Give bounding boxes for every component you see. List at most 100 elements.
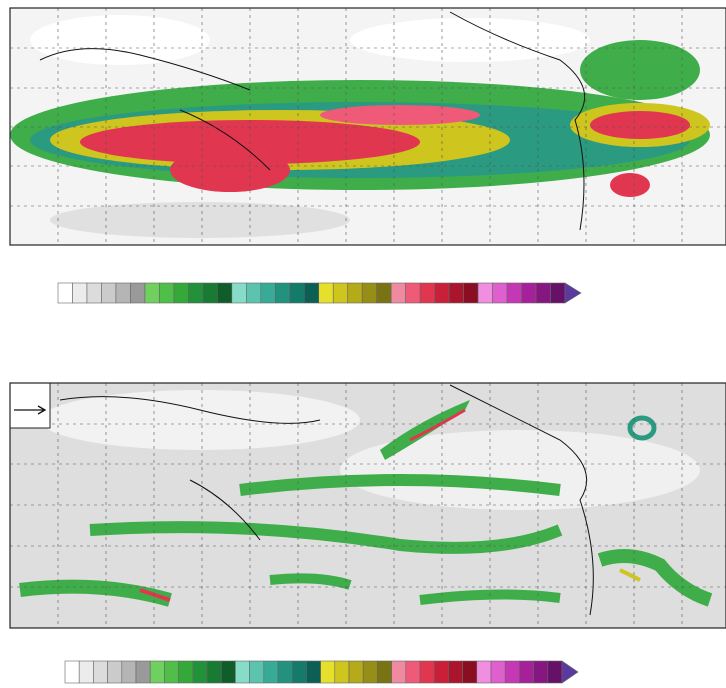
colorbar-swatch <box>231 282 247 304</box>
colorbar-swatch <box>57 282 73 304</box>
colorbar-swatch <box>362 660 378 684</box>
colorbar-swatch <box>260 282 276 304</box>
colorbar-swatch <box>101 282 117 304</box>
colorbar-swatch <box>246 282 262 304</box>
grid <box>10 8 726 245</box>
colorbar-swatch <box>405 282 421 304</box>
band-red <box>590 111 690 139</box>
colorbar-swatch <box>476 660 492 684</box>
streak-green <box>597 549 713 607</box>
colorbar-swatch <box>115 282 131 304</box>
colorbar-swatch <box>390 282 406 304</box>
colorbar-swatch <box>173 282 189 304</box>
streak-yellow <box>619 568 641 582</box>
grid <box>10 383 726 628</box>
colorbar-swatch <box>419 660 435 684</box>
colorbar-arrow <box>561 660 579 684</box>
colorbar-swatch <box>206 660 222 684</box>
colorbar-swatch <box>263 660 279 684</box>
colorbar-swatch <box>289 282 305 304</box>
colorbar-swatch <box>433 660 449 684</box>
colorbar-swatch <box>93 660 108 684</box>
colorbar-swatch <box>490 660 506 684</box>
colorbar-swatch <box>149 660 165 684</box>
band-green <box>580 40 700 100</box>
colorbar-swatch <box>434 282 450 304</box>
colorbar-swatch <box>306 660 321 684</box>
colorbar-swatch <box>202 282 218 304</box>
colorbar-swatch <box>144 282 160 304</box>
colorbar-swatch <box>521 282 537 304</box>
colorbar-swatch <box>376 282 392 304</box>
band-red <box>610 173 650 197</box>
colorbar-swatch <box>391 660 407 684</box>
colorbar-swatch <box>178 660 194 684</box>
colorbar-swatch <box>192 660 208 684</box>
streak-green <box>239 474 561 496</box>
colorbar-swatch <box>217 282 233 304</box>
colorbar-swatch <box>347 282 363 304</box>
colorbar-swatch <box>462 660 478 684</box>
colorbar-swatch <box>235 660 250 684</box>
map-frame <box>9 382 726 629</box>
streak-red <box>139 588 171 602</box>
colorbar-swatch <box>220 660 236 684</box>
colorbar-swatch <box>377 660 392 684</box>
colorbar-swatch <box>492 282 508 304</box>
colorbar-swatch <box>334 660 350 684</box>
colorbar-arrow <box>564 282 582 304</box>
colorbar-swatch <box>361 282 377 304</box>
coastline <box>39 11 585 231</box>
colorbar-swatch <box>135 660 151 684</box>
colorbar-swatch <box>519 660 534 684</box>
colorbar-swatch <box>547 660 563 684</box>
streak-green <box>89 521 563 554</box>
colorbar-swatch <box>504 660 520 684</box>
colorbar-swatch <box>64 660 80 684</box>
colorbar-swatch <box>188 282 204 304</box>
colorbar-swatch <box>506 282 522 304</box>
colorbar-swatch <box>277 660 293 684</box>
colorbar-swatch <box>332 282 349 304</box>
colorbar-swatch <box>419 282 435 304</box>
colorbar-swatch <box>291 660 307 684</box>
map-top <box>9 7 726 246</box>
streak-green <box>380 400 470 460</box>
colorbar-swatch <box>130 282 146 304</box>
clear-area <box>40 390 360 450</box>
band-red <box>320 105 480 125</box>
streak-green <box>269 573 561 605</box>
colorbar-swatch <box>533 660 549 684</box>
colorbar-swatch <box>164 660 179 684</box>
colorbar-swatch <box>121 660 137 684</box>
colorbar-swatch <box>72 282 88 304</box>
colorbar-swatch <box>78 660 94 684</box>
streak-teal <box>627 415 657 441</box>
reference-vector <box>14 405 47 415</box>
colorbar-swatch <box>348 660 364 684</box>
colorbar-swatch <box>405 660 421 684</box>
clear-area <box>350 18 590 62</box>
colorbar-swatch <box>318 282 334 304</box>
clear-area <box>340 430 700 510</box>
colorbar-swatch <box>274 282 291 304</box>
colorbar-swatch <box>159 282 175 304</box>
reference-vector-box <box>9 382 51 429</box>
band-red <box>170 148 290 192</box>
colorbar-swatch <box>550 282 566 304</box>
streak-red <box>409 408 466 442</box>
map-frame <box>9 7 726 246</box>
colorbar-swatch <box>477 282 493 304</box>
cloud-area <box>50 202 350 238</box>
colorbar-swatch <box>107 660 123 684</box>
clear-area <box>30 15 210 65</box>
colorbar-swatch <box>448 282 464 304</box>
colorbar-swatch <box>249 660 265 684</box>
colorbar-swatch <box>303 282 320 304</box>
colorbar-swatch <box>320 660 336 684</box>
colorbar-swatch <box>463 282 479 304</box>
colorbar-swatch <box>86 282 102 304</box>
colorbar-swatch <box>448 660 463 684</box>
map-bottom <box>9 382 726 629</box>
